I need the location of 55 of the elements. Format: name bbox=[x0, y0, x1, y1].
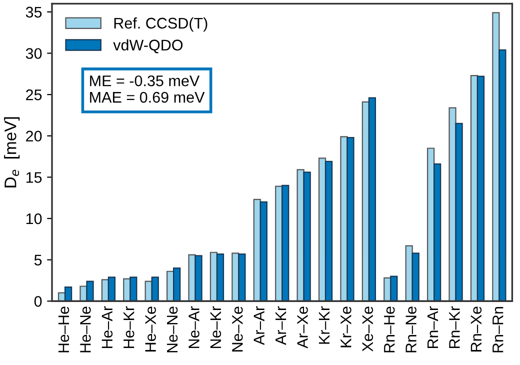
x-tick-label: Rn–Ar bbox=[427, 306, 438, 348]
y-tick-label: 0 bbox=[34, 296, 42, 307]
y-tick-label: 15 bbox=[26, 172, 42, 183]
x-tick-label: Ar–Kr bbox=[276, 306, 286, 346]
x-tick-label: Ne–Ne bbox=[167, 306, 178, 352]
bar bbox=[130, 276, 138, 302]
x-tick-label: Ne–Kr bbox=[210, 306, 222, 348]
x-tick-label: He–He bbox=[58, 306, 70, 352]
bar bbox=[303, 172, 311, 302]
x-tick-label: Rn–Ne bbox=[406, 306, 416, 352]
bar bbox=[282, 184, 290, 302]
y-tick-label: 20 bbox=[26, 130, 42, 142]
x-tick-label: Rn–Xe bbox=[470, 306, 482, 352]
y-tick-label: 10 bbox=[26, 213, 42, 224]
x-tick-label: Ne–Ar bbox=[188, 306, 200, 348]
bar bbox=[296, 169, 304, 302]
bar bbox=[151, 276, 159, 302]
bar bbox=[64, 286, 72, 302]
legend-label: vdW-QDO bbox=[113, 39, 183, 54]
bar bbox=[238, 253, 246, 302]
bar bbox=[108, 276, 116, 302]
y-tick-label: 5 bbox=[34, 254, 42, 266]
y-tick-label: 35 bbox=[26, 6, 42, 18]
x-tick-label: Kr–Xe bbox=[340, 306, 352, 348]
bar bbox=[86, 280, 94, 302]
x-tick-label: He–Ar bbox=[102, 306, 113, 348]
x-tick-label: Rn–He bbox=[384, 306, 395, 352]
bar bbox=[173, 268, 181, 302]
annotation: ME = -0.35 meV MAE = 0.69 meV bbox=[90, 75, 205, 103]
bar bbox=[346, 136, 354, 302]
x-tick-label: He–Ne bbox=[80, 306, 91, 352]
bar bbox=[216, 253, 224, 302]
bar bbox=[412, 252, 420, 302]
bar bbox=[260, 201, 268, 302]
bar bbox=[390, 276, 398, 302]
bar bbox=[498, 49, 506, 302]
y-tick-label: 30 bbox=[26, 48, 42, 59]
legend-label: Ref. CCSD(T) bbox=[114, 17, 208, 32]
x-tick-label: Xe–Xe bbox=[362, 306, 374, 352]
x-tick-label: Rn–Kr bbox=[449, 306, 460, 348]
bar bbox=[368, 97, 376, 302]
bar bbox=[476, 76, 485, 302]
x-tick-label: Rn–Rn bbox=[492, 306, 504, 352]
x-tick-label: Ne–Xe bbox=[232, 306, 243, 352]
y-tick-label: 25 bbox=[26, 89, 42, 100]
x-tick-label: He–Xe bbox=[145, 306, 156, 352]
x-tick-label: Ar–Xe bbox=[297, 306, 308, 348]
bar bbox=[455, 122, 463, 302]
bar bbox=[434, 163, 442, 302]
x-tick-label: He–Kr bbox=[124, 306, 134, 348]
y-axis-title: D$_{e}$ [meV] bbox=[4, 117, 20, 188]
bar bbox=[194, 255, 202, 302]
bar bbox=[324, 160, 333, 302]
x-tick-label: Kr–Kr bbox=[318, 306, 330, 344]
x-tick-label: Ar–Ar bbox=[254, 306, 264, 346]
